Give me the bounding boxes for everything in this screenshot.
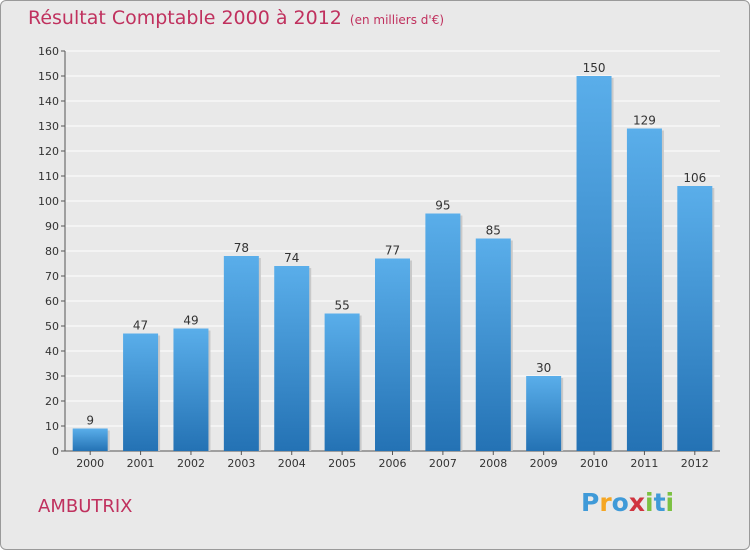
bar-value-label: 55 [334,299,349,313]
bar-value-label: 49 [183,314,198,328]
bar [324,313,360,451]
x-tick-label: 2003 [227,457,255,470]
logo-letter: t [653,488,666,517]
x-tick-label: 2009 [530,457,558,470]
bar-value-label: 74 [284,251,299,265]
y-tick-label: 120 [38,145,59,158]
y-tick-label: 100 [38,195,59,208]
logo-letter: x [628,488,645,517]
y-tick-label: 50 [45,320,59,333]
bar [425,213,461,451]
x-tick-label: 2002 [177,457,205,470]
proxiti-logo: Proxiti [581,488,674,517]
bar-value-label: 95 [435,199,450,213]
y-tick-label: 110 [38,170,59,183]
x-tick-label: 2008 [479,457,507,470]
logo-letter: r [599,488,612,517]
y-tick-label: 140 [38,95,59,108]
y-tick-label: 70 [45,270,59,283]
bar [526,376,562,451]
title-text: Résultat Comptable 2000 à 2012 [28,7,342,29]
y-tick-label: 130 [38,120,59,133]
x-tick-label: 2007 [429,457,457,470]
bar [274,266,310,451]
bar-value-label: 9 [86,414,94,428]
bar-value-label: 106 [683,171,706,185]
y-tick-label: 40 [45,345,59,358]
bar-value-label: 30 [536,361,551,375]
x-tick-label: 2011 [630,457,658,470]
y-tick-label: 80 [45,245,59,258]
x-tick-label: 2006 [379,457,407,470]
bar-value-label: 150 [583,61,606,75]
chart-title: Résultat Comptable 2000 à 2012 (en millie… [28,7,444,29]
y-tick-label: 20 [45,395,59,408]
bar [173,328,209,451]
x-tick-label: 2004 [278,457,306,470]
bar-value-label: 129 [633,114,656,128]
bar [626,128,662,451]
y-tick-label: 10 [45,420,59,433]
bar [223,256,259,451]
y-tick-label: 60 [45,295,59,308]
chart-subtitle: (en milliers d'€) [349,13,445,27]
bar [72,428,108,451]
logo-letter: i [665,488,675,517]
bar [576,76,612,451]
y-tick-label: 150 [38,70,59,83]
bar [475,238,511,451]
commune-name: AMBUTRIX [38,496,133,517]
y-tick-label: 160 [38,45,59,58]
logo-letter: i [645,488,654,517]
bar [375,258,410,451]
bar-value-label: 85 [486,224,501,238]
y-tick-label: 90 [45,220,59,233]
bar [123,333,159,451]
x-tick-label: 2005 [328,457,356,470]
x-tick-label: 2001 [127,457,155,470]
logo-letter: o [611,488,629,517]
y-tick-label: 0 [52,445,59,458]
bar [677,186,713,451]
bar-value-label: 78 [234,241,249,255]
x-tick-label: 2000 [76,457,104,470]
bar-value-label: 47 [133,319,148,333]
bar-value-label: 77 [385,244,400,258]
x-tick-label: 2010 [580,457,608,470]
logo-letter: P [581,488,600,517]
x-tick-label: 2012 [681,457,709,470]
y-tick-label: 30 [45,370,59,383]
